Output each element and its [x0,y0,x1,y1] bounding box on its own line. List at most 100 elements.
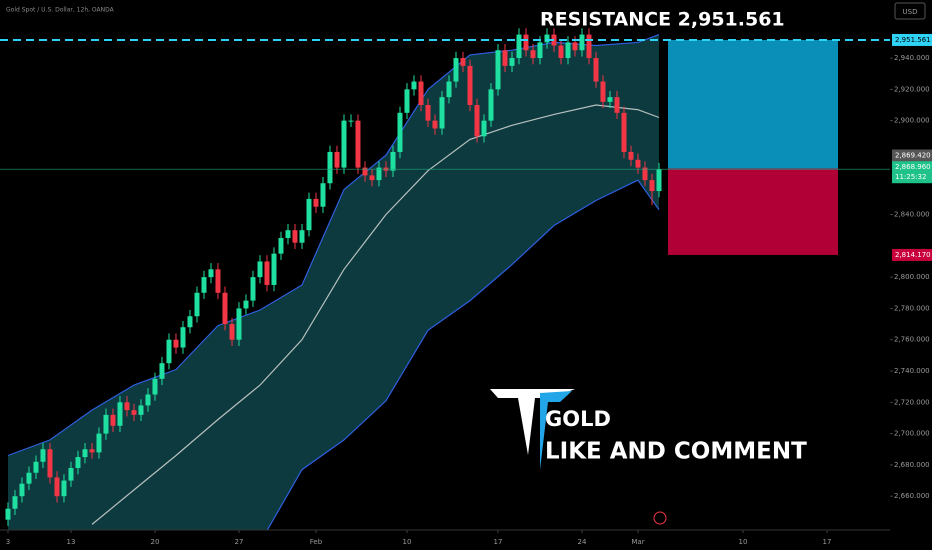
candle-body [446,81,452,98]
x-tick-label: Feb [310,538,323,546]
candle-body [607,97,613,102]
candle-body [341,120,347,168]
y-tick-label: 2,840.000 [894,211,930,219]
candle-body [572,42,578,51]
candle-body [642,167,648,181]
candle-body [285,230,291,239]
candle-body [201,277,207,293]
candle-body [236,308,242,340]
last-tag-label: 2,868.960 [895,163,931,171]
y-tick-label: 2,780.000 [894,304,930,312]
band-line [266,179,660,531]
y-tick-label: 2,940.000 [894,54,930,62]
candle-body [131,410,137,415]
candle-body [47,449,53,478]
candle-body [390,151,396,171]
y-tick-label: 2,800.000 [894,273,930,281]
candle-body [61,480,67,497]
candle-body [593,58,599,82]
candle-body [460,58,466,66]
x-tick-label: 17 [823,538,832,546]
y-tick-label: 2,900.000 [894,117,930,125]
y-tick-label: 2,700.000 [894,430,930,438]
chart-title: RESISTANCE 2,951.561 [540,9,785,31]
candle-body [5,508,11,520]
symbol: Gold Spot / U.S. Dollar, 12h, OANDA [6,7,115,14]
candle-body [250,277,256,301]
candle-body [187,316,193,328]
candle-body [628,151,634,160]
candle-body [194,292,200,317]
candle-body [656,169,662,192]
candle-body [397,112,403,152]
candle-body [411,81,417,90]
candle-body [19,483,25,497]
candle-body [502,50,508,66]
candle-body [89,449,95,453]
band-line [91,104,660,525]
candle-body [40,449,46,462]
candle-body [82,449,88,458]
candle-body [145,394,151,406]
candle-body [600,81,606,102]
price-axis-panel [890,0,932,550]
candle-body [327,151,333,184]
candle-body [299,230,305,243]
price-tag [892,248,932,261]
candle-body [292,230,298,243]
candle-body [509,58,515,66]
price-tag [892,33,932,46]
candle-body [320,183,326,207]
candle-body [362,167,368,176]
x-tick-label: 10 [403,538,412,546]
candle-body [222,292,228,325]
candle-body [208,269,214,278]
candle-body [103,414,109,434]
candle-body [159,363,165,379]
candle-body [355,120,361,168]
currency[interactable]: USD [903,8,918,16]
candle-body [565,42,571,59]
candle-body [26,472,32,484]
candle-body [481,120,487,137]
candle-body [117,402,123,426]
y-tick-label: 2,680.000 [894,461,930,469]
candle-body [586,34,592,59]
candle-body [124,402,130,411]
replay-icon[interactable] [653,511,667,525]
candle-body [418,81,424,105]
y-tick-label: 2,720.000 [894,398,930,406]
candle-body [173,339,179,348]
candle-body [404,89,410,113]
candle-body [495,50,501,90]
x-tick-label: 3 [6,538,10,546]
candle-body [614,97,620,113]
currency-button[interactable] [894,2,926,20]
x-tick-label: 24 [578,538,587,546]
y-tick-label: 2,760.000 [894,336,930,344]
logo [490,389,575,470]
x-tick-label: Mar [631,538,644,546]
candle-body [635,159,641,168]
candle-body [110,414,116,426]
price-tag-label: 2,814.170 [895,251,931,259]
x-tick-label: 13 [67,538,76,546]
candle-body [425,104,431,121]
y-tick-label: 2,740.000 [894,367,930,375]
candle-body [257,261,263,278]
candle-body [621,112,627,152]
candle-body [348,120,354,122]
x-tick-label: 17 [494,538,503,546]
candle-body [488,89,494,121]
candle-body [369,175,375,181]
candle-body [138,405,144,415]
candle-body [530,50,536,59]
price-tag-label: 2,869.420 [895,151,931,159]
y-tick-label: 2,920.000 [894,85,930,93]
candle-body [33,461,39,473]
candle-body [264,261,270,285]
candle-body [544,34,550,43]
candle-body [376,167,382,181]
candle-body [271,253,277,285]
